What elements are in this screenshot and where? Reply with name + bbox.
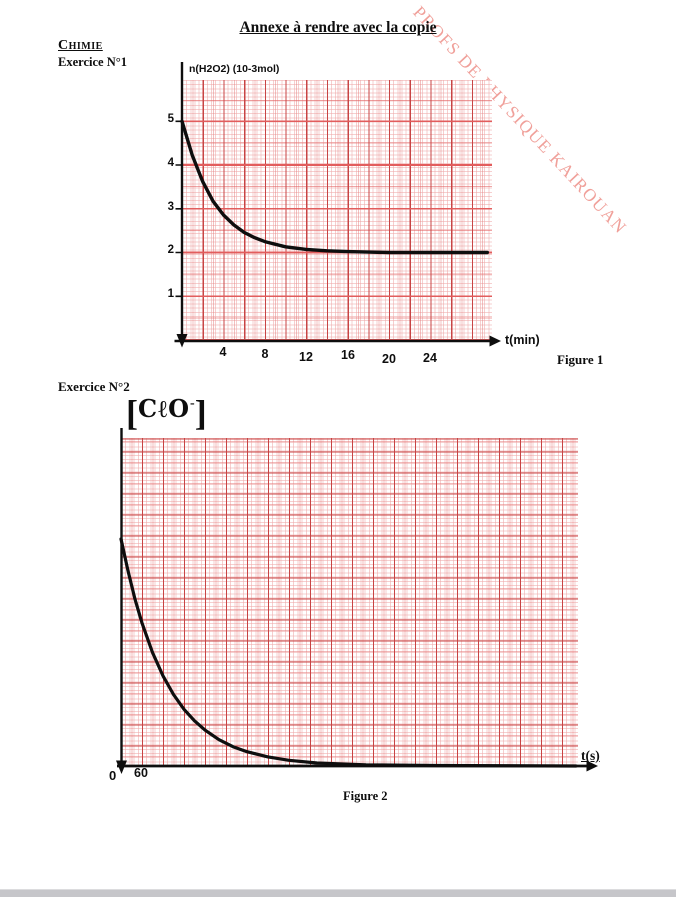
exercise-2-heading: Exercice N°2 bbox=[58, 379, 130, 394]
clo-formula: CℓO bbox=[138, 394, 191, 423]
figure1-y-axis-label: n(H2O2) (10-3mol) bbox=[189, 63, 280, 75]
figure1-ytick-4: 4 bbox=[167, 157, 174, 169]
figure1-ytick-2: 2 bbox=[167, 244, 174, 256]
bracket-open: [ bbox=[126, 393, 138, 433]
exercise-1-heading: Exercice N°1 bbox=[58, 55, 127, 69]
figure1-xtick-4: 4 bbox=[219, 345, 227, 359]
figure1-ytick-1: 1 bbox=[167, 288, 174, 300]
figure2-origin-label: 0 bbox=[109, 768, 117, 783]
figure1-graph-paper bbox=[182, 80, 492, 341]
figure2-caption: Figure 2 bbox=[343, 789, 388, 803]
bracket-close: ] bbox=[194, 393, 207, 433]
figure1-ytick-3: 3 bbox=[167, 201, 174, 213]
figure2-y-axis-label: [CℓO-] bbox=[126, 394, 207, 432]
clo-charge-superscript: - bbox=[190, 396, 195, 411]
figure1-xtick-12: 12 bbox=[299, 350, 313, 364]
figure1-xtick-24: 24 bbox=[423, 351, 437, 365]
section-heading-chimie: Chimie bbox=[58, 38, 103, 53]
figure1-xtick-8: 8 bbox=[261, 347, 269, 361]
figure2-graph-paper bbox=[121, 438, 578, 766]
figure1-xtick-16: 16 bbox=[341, 348, 355, 362]
figure1-x-axis-label: t(min) bbox=[505, 333, 540, 347]
page-bottom-bar bbox=[0, 889, 676, 897]
figure1-caption: Figure 1 bbox=[557, 352, 604, 367]
page-title: Annexe à rendre avec la copie bbox=[239, 19, 437, 36]
figure1-ytick-5: 5 bbox=[167, 113, 174, 125]
figure1-xtick-20: 20 bbox=[382, 352, 396, 366]
figure2-xtick-60: 60 bbox=[134, 766, 148, 780]
figure2-x-axis-label: t(s) bbox=[581, 748, 600, 763]
